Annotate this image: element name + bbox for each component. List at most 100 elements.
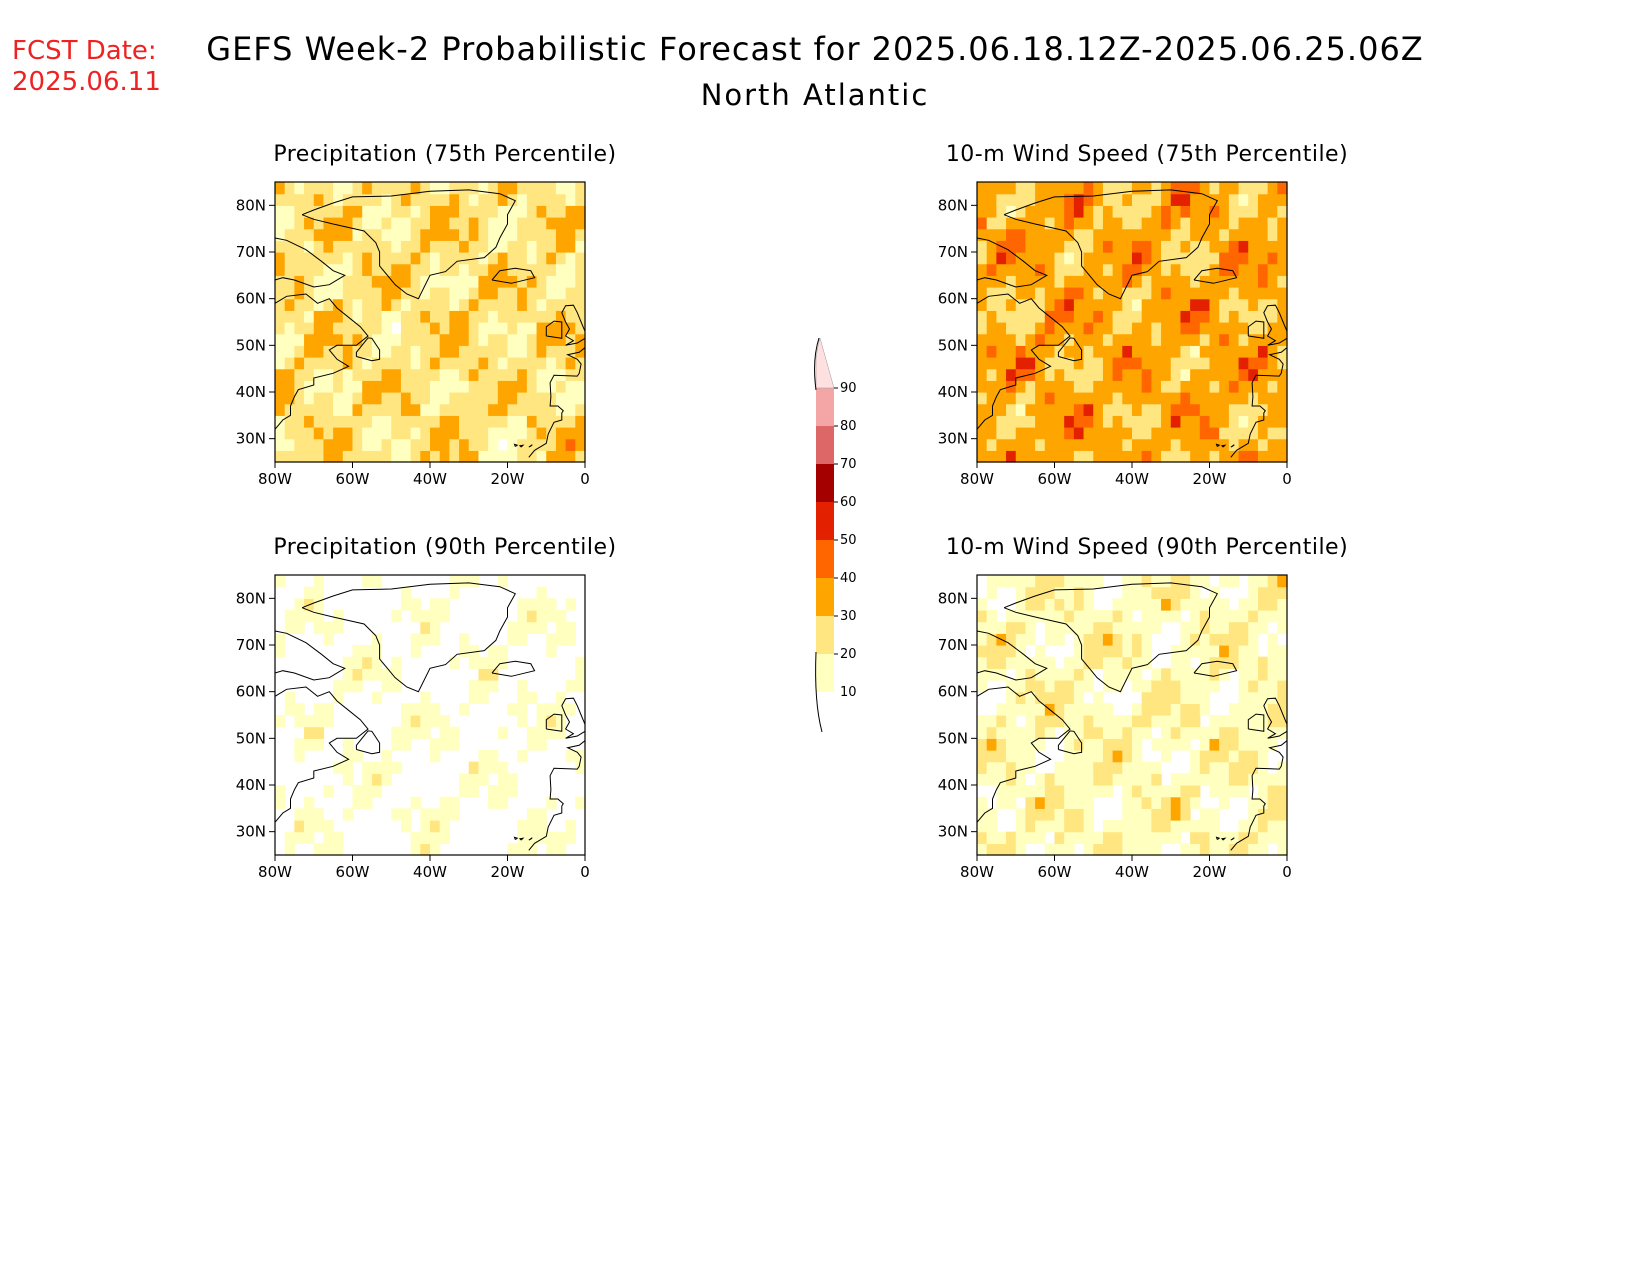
- shading-cell: [1170, 392, 1182, 405]
- shading-cell: [400, 586, 412, 599]
- shading-cell: [1015, 773, 1027, 786]
- shading-cell: [430, 843, 441, 856]
- shading-cell: [459, 287, 470, 300]
- shading-cell: [381, 193, 392, 206]
- shading-cell: [275, 275, 286, 288]
- shading-cell: [1141, 598, 1152, 611]
- shading-cell: [1151, 345, 1162, 358]
- shading-cell: [1006, 310, 1017, 323]
- shading-cell: [1277, 598, 1288, 611]
- shading-cell: [986, 438, 997, 451]
- shading-cell: [1044, 217, 1056, 230]
- shading-cell: [1122, 228, 1133, 241]
- shading-cell: [275, 217, 286, 230]
- coastline: [1247, 320, 1265, 339]
- shading-cell: [507, 275, 518, 288]
- shading-cell: [536, 240, 547, 253]
- shading-cell: [439, 796, 450, 809]
- shading-cell: [1257, 263, 1269, 276]
- lon-tick-label: 80W: [960, 470, 994, 488]
- shading-cell: [410, 240, 421, 253]
- shading-cell: [362, 205, 373, 218]
- shading-cell: [536, 263, 547, 276]
- shading-cell: [1093, 656, 1104, 669]
- shading-cell: [1015, 656, 1027, 669]
- shading-cell: [507, 263, 518, 276]
- shading-cell: [488, 656, 499, 669]
- shading-cell: [1025, 322, 1036, 335]
- shading-cell: [1238, 380, 1249, 393]
- shading-cell: [1190, 598, 1201, 611]
- shading-cell: [1238, 392, 1249, 405]
- shading-cell: [381, 263, 392, 276]
- shading-cell: [1199, 240, 1211, 253]
- shading-cell: [323, 182, 334, 195]
- shading-cell: [430, 275, 441, 288]
- shading-cell: [1112, 680, 1123, 693]
- shading-cell: [1141, 310, 1152, 323]
- shading-cell: [1132, 263, 1143, 276]
- shading-cell: [313, 298, 325, 311]
- shading-cell: [1025, 598, 1036, 611]
- shading-cell: [371, 427, 383, 440]
- shading-cell: [1170, 322, 1182, 335]
- shading-cell: [977, 252, 988, 265]
- shading-cell: [410, 217, 421, 230]
- shading-cell: [488, 322, 499, 335]
- shading-cell: [1025, 750, 1036, 763]
- shading-cell: [1044, 820, 1056, 833]
- shading-cell: [1238, 310, 1249, 323]
- shading-cell: [575, 403, 586, 416]
- shading-cell: [410, 275, 421, 288]
- shading-cell: [313, 621, 325, 634]
- shading-cell: [986, 240, 997, 253]
- shading-cell: [1151, 403, 1162, 416]
- shading-cell: [1248, 240, 1259, 253]
- shading-cell: [1035, 726, 1046, 739]
- shading-cell: [526, 263, 538, 276]
- shading-cell: [517, 193, 528, 206]
- lon-tick-label: 0: [1282, 470, 1292, 488]
- shading-cell: [1132, 738, 1143, 751]
- shading-cell: [430, 368, 441, 381]
- shading-cell: [488, 368, 499, 381]
- shading-cell: [371, 357, 383, 370]
- shading-cell: [1093, 275, 1104, 288]
- shading-cell: [1132, 193, 1143, 206]
- shading-cell: [536, 322, 547, 335]
- panel-precip-75: Precipitation (75th Percentile) 80W 60W 40…: [235, 142, 655, 522]
- shading-cell: [1267, 598, 1278, 611]
- shading-cell: [1112, 287, 1123, 300]
- shading-cell: [371, 450, 383, 463]
- shading-cell: [430, 820, 441, 833]
- shading-cell: [565, 450, 576, 463]
- shading-cell: [507, 298, 518, 311]
- shading-cell: [1248, 691, 1259, 704]
- shading-cell: [1199, 333, 1211, 346]
- shading-cell: [1102, 228, 1114, 241]
- shading-cell: [536, 598, 547, 611]
- shading-cell: [1257, 392, 1269, 405]
- shading-cell: [371, 298, 383, 311]
- shading-cell: [1054, 843, 1065, 856]
- panel-title: Precipitation (90th Percentile): [273, 535, 617, 560]
- shading-cell: [1006, 333, 1017, 346]
- shading-cell: [497, 450, 509, 463]
- shading-cell: [430, 263, 441, 276]
- shading-cell: [517, 621, 528, 634]
- shading-cell: [575, 761, 586, 774]
- shading-cell: [1044, 843, 1056, 856]
- shading-cell: [1112, 438, 1123, 451]
- shading-cell: [1054, 831, 1065, 844]
- shading-cell: [1025, 427, 1036, 440]
- shading-cell: [468, 357, 480, 370]
- shading-cell: [430, 310, 441, 323]
- shading-cell: [420, 427, 431, 440]
- shading-cell: [430, 633, 441, 646]
- shading-cell: [1248, 403, 1259, 416]
- shading-cell: [526, 380, 538, 393]
- shading-cell: [1238, 333, 1249, 346]
- shading-cell: [565, 368, 576, 381]
- shading-cell: [565, 680, 576, 693]
- shading-cell: [1073, 586, 1085, 599]
